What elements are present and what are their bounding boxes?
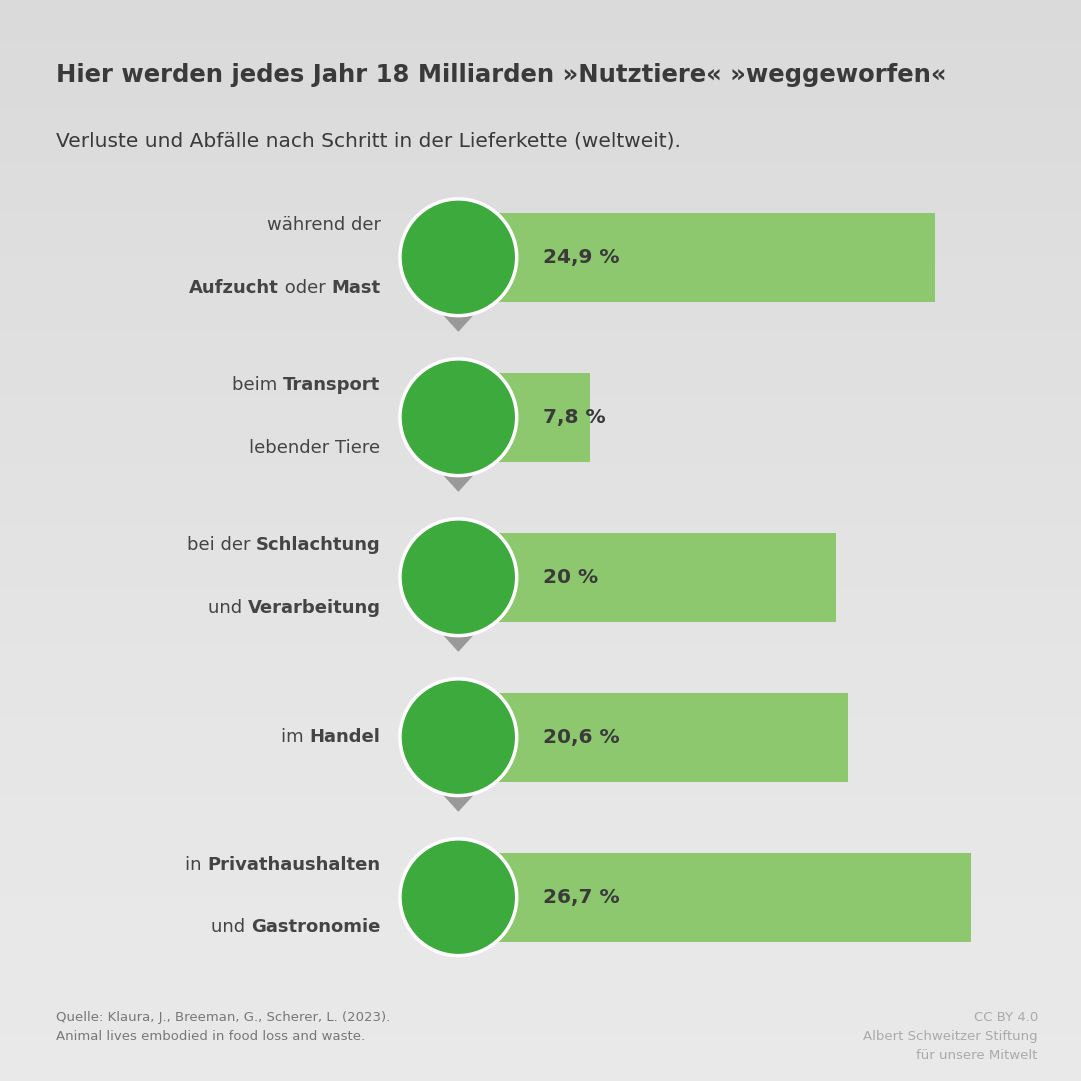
FancyBboxPatch shape bbox=[432, 693, 849, 782]
Text: Hier werden jedes Jahr 18 Milliarden »Nutztiere« »weggeworfen«: Hier werden jedes Jahr 18 Milliarden »Nu… bbox=[56, 63, 947, 86]
Text: 7,8 %: 7,8 % bbox=[543, 408, 605, 427]
Text: Privathaushalten: Privathaushalten bbox=[208, 856, 381, 873]
Text: Handel: Handel bbox=[309, 729, 381, 746]
Text: Mast: Mast bbox=[332, 279, 381, 296]
Text: während der: während der bbox=[267, 216, 381, 233]
Text: oder: oder bbox=[279, 279, 332, 296]
Text: beim: beim bbox=[232, 376, 283, 393]
Polygon shape bbox=[437, 628, 480, 652]
Circle shape bbox=[400, 359, 517, 476]
Polygon shape bbox=[437, 308, 480, 332]
Text: 20,6 %: 20,6 % bbox=[543, 728, 619, 747]
Text: 26,7 %: 26,7 % bbox=[543, 888, 619, 907]
FancyBboxPatch shape bbox=[432, 213, 935, 302]
Text: Verarbeitung: Verarbeitung bbox=[248, 599, 381, 616]
Polygon shape bbox=[437, 788, 480, 812]
Text: Schlachtung: Schlachtung bbox=[256, 536, 381, 553]
Text: Gastronomie: Gastronomie bbox=[251, 919, 381, 936]
Polygon shape bbox=[437, 468, 480, 492]
Text: bei der: bei der bbox=[187, 536, 256, 553]
Text: CC BY 4.0
Albert Schweitzer Stiftung
für unsere Mitwelt: CC BY 4.0 Albert Schweitzer Stiftung für… bbox=[863, 1011, 1038, 1062]
Text: lebender Tiere: lebender Tiere bbox=[250, 439, 381, 456]
FancyBboxPatch shape bbox=[432, 853, 971, 942]
Text: Quelle: Klaura, J., Breeman, G., Scherer, L. (2023).
Animal lives embodied in fo: Quelle: Klaura, J., Breeman, G., Scherer… bbox=[56, 1011, 390, 1043]
Circle shape bbox=[400, 519, 517, 636]
Text: in: in bbox=[185, 856, 208, 873]
Text: Verluste und Abfälle nach Schritt in der Lieferkette (weltweit).: Verluste und Abfälle nach Schritt in der… bbox=[56, 132, 681, 151]
Text: 24,9 %: 24,9 % bbox=[543, 248, 619, 267]
Text: und: und bbox=[208, 599, 248, 616]
Text: im: im bbox=[281, 729, 309, 746]
Text: Transport: Transport bbox=[283, 376, 381, 393]
Circle shape bbox=[400, 199, 517, 316]
FancyBboxPatch shape bbox=[432, 533, 836, 622]
Text: Aufzucht: Aufzucht bbox=[189, 279, 279, 296]
Circle shape bbox=[400, 839, 517, 956]
Circle shape bbox=[400, 679, 517, 796]
Text: 20 %: 20 % bbox=[543, 568, 598, 587]
FancyBboxPatch shape bbox=[432, 373, 590, 462]
Text: und: und bbox=[211, 919, 251, 936]
